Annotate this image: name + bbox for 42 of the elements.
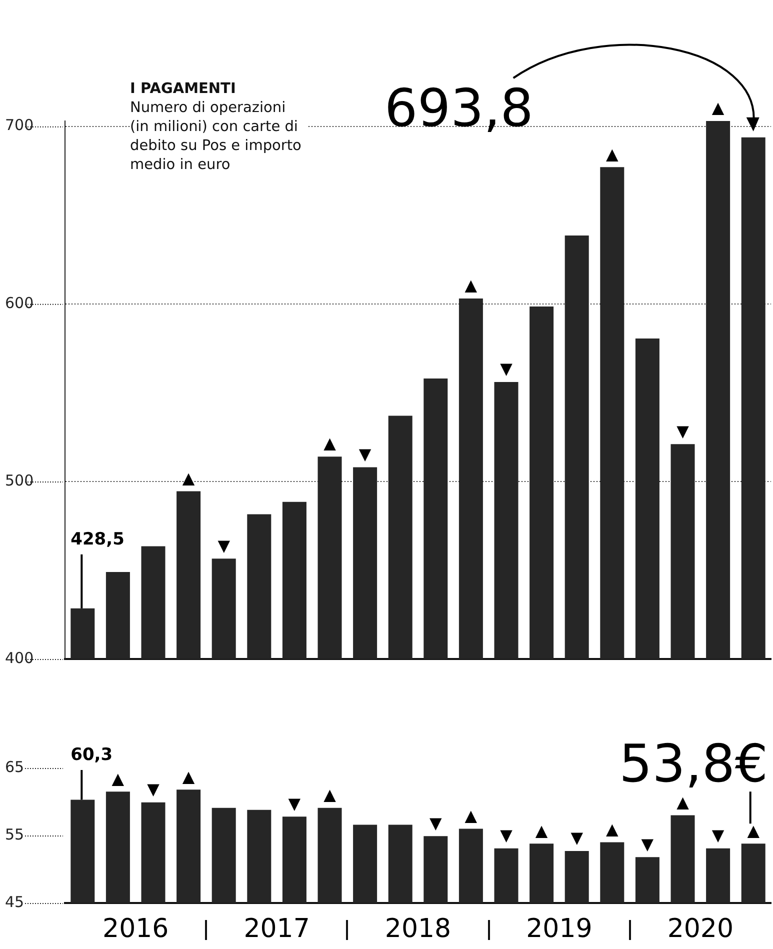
data-label: ▼ <box>218 536 231 555</box>
data-label: ▲ <box>464 276 478 295</box>
data-label: ▼ <box>358 444 372 464</box>
y-tick-label: 600 <box>5 294 34 312</box>
data-label: ▲ <box>182 766 196 786</box>
y-tick-label: 55 <box>5 825 24 844</box>
y-tick-label: 700 <box>5 116 34 134</box>
text: 2018 <box>384 914 452 944</box>
y-tick-label: 65 <box>5 758 24 776</box>
y-tick-label: 45 <box>5 892 24 911</box>
y-tick-label: 500 <box>5 471 34 490</box>
data-label: ▼ <box>288 794 302 813</box>
data-label: ▲ <box>182 468 196 488</box>
data-label: ▼ <box>712 825 725 844</box>
data-label: ▲ <box>535 820 548 840</box>
chart-title: I PAGAMENTI <box>130 80 237 99</box>
text: 2016 <box>102 914 169 944</box>
data-label: ▼ <box>500 825 514 844</box>
data-label: ▼ <box>570 828 584 848</box>
data-label: ▼ <box>641 834 654 854</box>
data-label: ▼ <box>500 359 514 378</box>
annotation: 693,8 <box>384 79 534 139</box>
data-label: ▲ <box>606 819 619 838</box>
text: 2020 <box>667 914 734 944</box>
data-label: ▲ <box>712 98 725 118</box>
y-tick-label: 400 <box>5 648 34 667</box>
data-label: ▲ <box>464 806 478 825</box>
text: 2017 <box>244 914 310 944</box>
data-label: ▲ <box>112 768 125 788</box>
data-label: ▲ <box>747 820 760 840</box>
data-label: ▼ <box>429 813 442 832</box>
data-label: ▲ <box>324 784 337 804</box>
text: 60,3 <box>70 744 113 765</box>
data-label: ▼ <box>676 421 690 440</box>
data-label: ▼ <box>147 780 160 799</box>
data-label: ▲ <box>324 434 337 453</box>
annotation: 428,5 <box>70 529 124 550</box>
data-label: ▲ <box>676 792 690 812</box>
annotation: 53,8€ <box>619 734 768 795</box>
text: 2019 <box>526 914 592 944</box>
text: Numero di operazioni (in milioni) con carte di debito su Pos e importo medio in euro <box>130 100 302 173</box>
data-label: ▲ <box>606 144 619 164</box>
